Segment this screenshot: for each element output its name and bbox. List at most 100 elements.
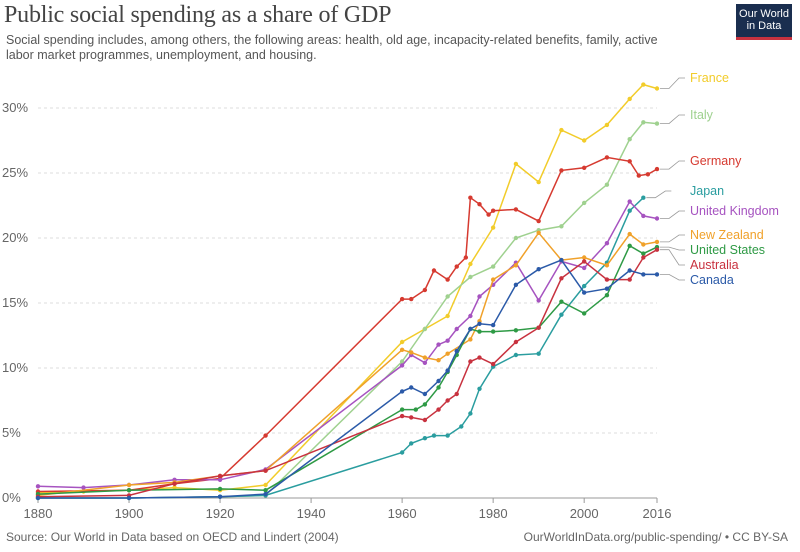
data-point [490,329,496,334]
series-label: France [690,71,729,85]
data-point [641,82,646,87]
label-leader [660,77,685,89]
data-point [536,325,541,330]
data-point [559,299,564,304]
data-point [454,264,459,269]
logo-line2: in Data [746,20,782,32]
data-point [604,293,610,298]
data-point [559,257,564,263]
data-point [468,195,473,200]
x-tick-label: 1980 [479,506,508,521]
label-leader [660,234,685,243]
data-point [468,326,473,332]
data-point [627,231,632,237]
data-point [35,495,41,501]
data-point [477,386,482,391]
x-tick-label: 2000 [570,506,599,521]
data-point [126,488,132,493]
label-leader [660,273,685,281]
data-point [409,385,414,390]
label-leader [660,114,685,124]
label-leader [660,160,685,170]
data-point [468,274,473,280]
data-point [126,495,132,501]
data-point [536,230,541,235]
data-point [627,159,632,164]
data-point [559,312,564,317]
data-point [641,272,646,277]
data-point [581,290,587,295]
chart-title: Public social spending as a share of GDP [4,2,392,28]
data-point [436,358,441,363]
data-point [627,199,632,204]
logo-line1: Our World [739,8,789,20]
data-point [581,259,587,264]
data-point [559,127,564,133]
data-point [513,339,519,345]
data-point [422,417,428,423]
data-point [445,398,450,403]
data-point [445,338,450,343]
owid-logo[interactable]: Our World in Data [736,4,792,40]
data-point [604,263,610,268]
data-point [581,165,587,170]
data-point [477,329,482,334]
data-point [436,342,441,347]
data-point [431,268,437,273]
data-point [604,241,610,246]
data-point [641,120,646,125]
data-point [604,155,610,160]
data-point [399,407,405,412]
chart-subtitle: Social spending includes, among others, … [6,33,658,62]
data-point [513,282,519,287]
data-point [263,482,268,488]
data-point [399,339,405,345]
data-point [172,485,177,490]
data-point [627,277,632,282]
data-point [172,481,177,486]
data-point [463,255,469,260]
data-point [636,173,641,178]
data-point [581,311,587,316]
data-point [536,179,541,185]
data-point [217,477,223,482]
data-point [654,247,660,252]
data-point [477,294,482,299]
data-point [536,218,541,224]
x-tick-label: 1940 [297,506,326,521]
data-point [559,168,564,173]
data-point [536,351,541,356]
data-point [654,86,660,91]
data-point [436,407,441,412]
series-label: Italy [690,108,714,122]
series-label: New Zealand [690,228,764,242]
data-point [454,348,459,354]
data-point [431,433,437,438]
data-point [263,433,268,438]
series-label: Germany [690,154,742,168]
y-tick-label: 10% [2,360,28,375]
data-point [399,359,405,364]
data-point [559,224,564,229]
data-point [263,491,268,497]
data-point [604,286,610,291]
x-tick-label: 1900 [115,506,144,521]
data-point [409,415,414,420]
data-point [445,368,450,373]
data-point [559,276,564,281]
series-line [37,244,658,495]
data-point [513,263,519,268]
source-url[interactable]: OurWorldInData.org/public-spending/ • CC… [523,530,788,544]
y-tick-label: 15% [2,295,28,310]
data-point [641,242,646,247]
data-point [468,411,473,416]
x-tick-label: 2016 [643,506,672,521]
data-point [604,277,610,282]
data-point [490,264,496,269]
data-point [413,407,418,412]
data-point [581,200,587,206]
data-point [477,355,482,360]
data-point [581,283,587,289]
series-label: Australia [690,258,739,272]
series-label: United Kingdom [690,204,779,218]
